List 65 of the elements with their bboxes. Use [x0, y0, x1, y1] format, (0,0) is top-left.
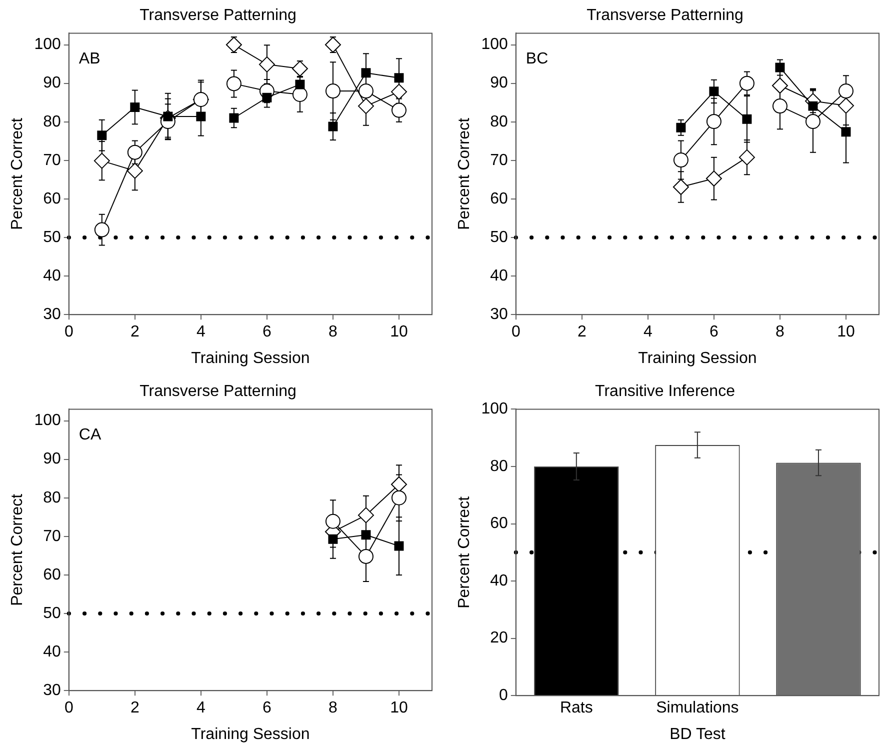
- y-tick-label: 100: [34, 36, 61, 54]
- x-axis-title: Training Session: [638, 350, 757, 367]
- chart-title: Transverse Patterning: [140, 383, 296, 400]
- y-tick-label: 20: [490, 630, 508, 647]
- y-tick-label: 80: [490, 458, 508, 475]
- y-tick-label: 100: [34, 412, 61, 430]
- y-tick-label: 70: [43, 152, 61, 169]
- annotation: CA: [78, 426, 102, 444]
- y-tick-label: 90: [43, 450, 61, 468]
- y-tick-label: 90: [490, 74, 508, 92]
- y-tick-label: 40: [43, 267, 61, 284]
- x-tick-label: 4: [196, 324, 206, 341]
- annotation: BC: [526, 50, 548, 68]
- y-tick-label: 60: [43, 566, 61, 584]
- x-tick-label: 6: [262, 324, 272, 341]
- y-tick-label: 40: [490, 572, 508, 590]
- y-tick-label: 50: [43, 228, 61, 246]
- x-axis-title: Training Session: [191, 350, 310, 367]
- y-tick-label: 80: [490, 113, 508, 130]
- x-axis-title: Training Session: [191, 726, 310, 743]
- x-tick-label: 6: [262, 700, 272, 717]
- y-tick-label: 40: [43, 643, 61, 660]
- annotation: AB: [78, 50, 100, 68]
- y-tick-label: 100: [481, 400, 508, 418]
- x-tick-label: Simulations: [656, 700, 739, 717]
- y-tick-label: 40: [490, 267, 508, 284]
- y-tick-label: 90: [43, 74, 61, 92]
- x-axis-title: BD Test: [670, 726, 726, 743]
- y-tick-label: 50: [490, 228, 508, 246]
- y-tick-label: 60: [490, 190, 508, 208]
- y-tick-label: 0: [498, 687, 508, 704]
- x-tick-label: 10: [390, 700, 408, 717]
- y-tick-label: 80: [43, 113, 61, 130]
- x-tick-label: 0: [64, 324, 74, 341]
- y-axis-title: Percent Correct: [456, 117, 474, 230]
- y-tick-label: 80: [43, 489, 61, 506]
- y-tick-label: 60: [490, 515, 508, 532]
- y-tick-label: 100: [481, 36, 508, 54]
- x-tick-label: 8: [328, 700, 338, 717]
- y-axis-title: Percent Correct: [9, 493, 26, 606]
- x-tick-label: 2: [130, 700, 140, 717]
- x-tick-label: 6: [710, 324, 718, 341]
- chart-title: Transverse Patterning: [140, 7, 296, 24]
- chart-title: Transverse Patterning: [586, 7, 744, 24]
- y-tick-label: 30: [43, 306, 61, 324]
- y-tick-label: 70: [490, 152, 508, 169]
- x-tick-label: 0: [64, 700, 74, 717]
- y-axis-title: Percent Correct: [456, 496, 474, 608]
- x-tick-label: 8: [776, 324, 785, 341]
- x-tick-label: 4: [643, 324, 652, 341]
- y-tick-label: 70: [43, 528, 61, 545]
- y-tick-label: 50: [43, 604, 61, 622]
- y-tick-label: 60: [43, 190, 61, 208]
- x-tick-label: 10: [390, 324, 408, 341]
- x-tick-label: 8: [328, 324, 338, 341]
- x-tick-label: 4: [196, 700, 206, 717]
- x-tick-label: Rats: [560, 700, 593, 717]
- x-tick-label: 10: [837, 324, 855, 341]
- y-tick-label: 30: [43, 682, 61, 700]
- y-axis-title: Percent Correct: [9, 117, 26, 230]
- x-tick-label: 2: [130, 324, 140, 341]
- x-tick-label: 0: [511, 324, 520, 341]
- x-tick-label: 2: [577, 324, 586, 341]
- y-tick-label: 30: [490, 306, 508, 324]
- chart-title: Transitive Inference: [595, 383, 736, 400]
